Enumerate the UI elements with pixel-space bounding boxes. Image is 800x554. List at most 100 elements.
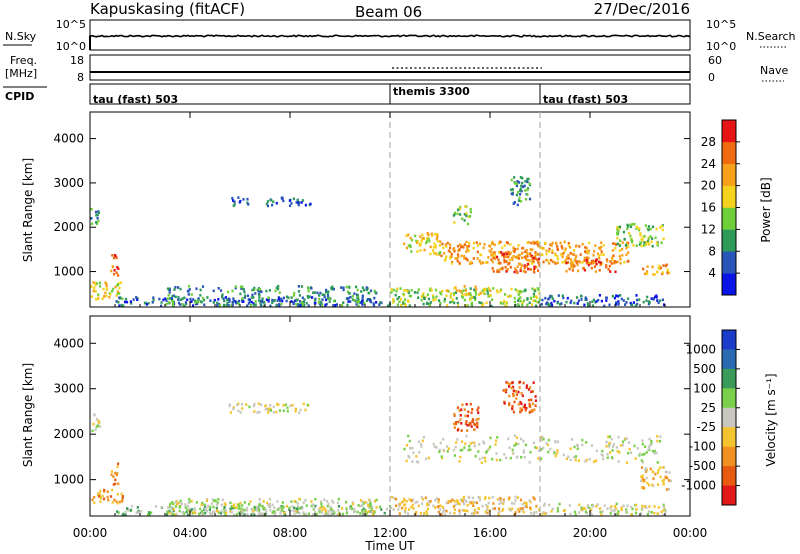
data-cell bbox=[311, 296, 314, 299]
data-cell bbox=[519, 407, 522, 410]
data-cell bbox=[119, 281, 122, 284]
data-cell bbox=[232, 199, 235, 202]
data-cell bbox=[296, 502, 299, 505]
data-cell bbox=[526, 297, 529, 300]
data-cell bbox=[528, 197, 532, 201]
data-cell bbox=[662, 478, 665, 482]
data-cell bbox=[580, 298, 583, 301]
data-cell bbox=[621, 440, 625, 444]
data-cell bbox=[251, 293, 254, 297]
data-cell bbox=[449, 296, 452, 299]
data-cell bbox=[617, 230, 620, 233]
data-cell bbox=[304, 408, 307, 412]
data-cell bbox=[419, 235, 422, 238]
data-cell bbox=[526, 180, 529, 184]
data-cell bbox=[537, 240, 540, 244]
data-cell bbox=[548, 304, 551, 308]
data-cell bbox=[223, 506, 226, 509]
data-cell bbox=[438, 252, 441, 255]
data-cell bbox=[641, 504, 644, 508]
data-cell bbox=[303, 304, 306, 307]
data-cell bbox=[398, 300, 401, 304]
data-cell bbox=[296, 505, 300, 508]
data-cell bbox=[467, 292, 470, 296]
data-cell bbox=[171, 303, 174, 307]
data-cell bbox=[292, 294, 296, 297]
data-cell bbox=[570, 299, 573, 303]
data-cell bbox=[96, 216, 99, 220]
data-cell bbox=[600, 250, 603, 253]
data-cell bbox=[111, 289, 114, 293]
data-cell bbox=[534, 255, 537, 258]
data-cell bbox=[641, 453, 644, 456]
data-cell bbox=[644, 445, 647, 448]
data-cell bbox=[212, 301, 215, 304]
data-cell bbox=[356, 288, 359, 292]
data-cell bbox=[453, 508, 456, 511]
data-cell bbox=[651, 265, 654, 269]
data-cell bbox=[240, 507, 243, 511]
data-cell bbox=[482, 246, 485, 250]
data-cell bbox=[518, 386, 521, 389]
cpid-label: CPID bbox=[5, 90, 34, 103]
data-cell bbox=[583, 303, 586, 307]
data-cell bbox=[124, 513, 127, 517]
data-cell bbox=[226, 298, 229, 302]
data-cell bbox=[317, 508, 321, 511]
data-cell bbox=[233, 506, 236, 510]
data-cell bbox=[398, 296, 401, 299]
data-cell bbox=[508, 394, 511, 398]
data-cell bbox=[617, 510, 620, 513]
data-cell bbox=[529, 500, 532, 504]
colorbar-swatch bbox=[722, 466, 736, 486]
data-cell bbox=[460, 245, 463, 249]
data-cell bbox=[476, 244, 480, 247]
data-cell bbox=[299, 303, 302, 307]
data-cell bbox=[515, 269, 518, 272]
data-cell bbox=[631, 507, 634, 511]
data-cell bbox=[449, 257, 452, 260]
data-cell bbox=[238, 299, 241, 303]
data-cell bbox=[538, 449, 541, 452]
data-cell bbox=[428, 303, 431, 307]
data-cell bbox=[322, 506, 325, 509]
data-cell bbox=[513, 176, 516, 179]
data-cell bbox=[474, 500, 477, 504]
data-cell bbox=[520, 437, 523, 441]
data-cell bbox=[521, 303, 524, 307]
data-cell bbox=[146, 513, 150, 516]
data-cell bbox=[556, 509, 559, 513]
data-cell bbox=[443, 513, 446, 516]
data-cell bbox=[636, 302, 639, 306]
colorbar-tick-label: -25 bbox=[696, 420, 716, 434]
data-cell bbox=[645, 299, 648, 302]
data-cell bbox=[398, 505, 401, 508]
data-cell bbox=[480, 461, 483, 465]
data-cell bbox=[532, 513, 535, 517]
data-cell bbox=[528, 259, 531, 262]
data-cell bbox=[336, 501, 340, 505]
data-cell bbox=[443, 300, 446, 303]
data-cell bbox=[311, 503, 315, 506]
data-cell bbox=[441, 289, 444, 293]
data-cell bbox=[325, 298, 328, 302]
data-cell bbox=[92, 422, 95, 426]
data-cell bbox=[250, 300, 253, 304]
data-cell bbox=[458, 509, 461, 512]
data-cell bbox=[518, 181, 521, 184]
data-cell bbox=[227, 290, 230, 294]
data-cell bbox=[650, 240, 653, 244]
data-cell bbox=[266, 200, 270, 203]
data-cell bbox=[292, 506, 296, 510]
colorbar-swatch bbox=[722, 163, 736, 186]
data-cell bbox=[129, 508, 133, 512]
data-cell bbox=[635, 508, 638, 511]
data-cell bbox=[407, 233, 410, 237]
data-cell bbox=[530, 390, 533, 394]
colorbar-tick-label: 24 bbox=[701, 157, 716, 171]
data-cell bbox=[194, 299, 197, 303]
data-cell bbox=[220, 503, 223, 507]
data-cell bbox=[553, 260, 556, 264]
data-cell bbox=[277, 296, 280, 299]
